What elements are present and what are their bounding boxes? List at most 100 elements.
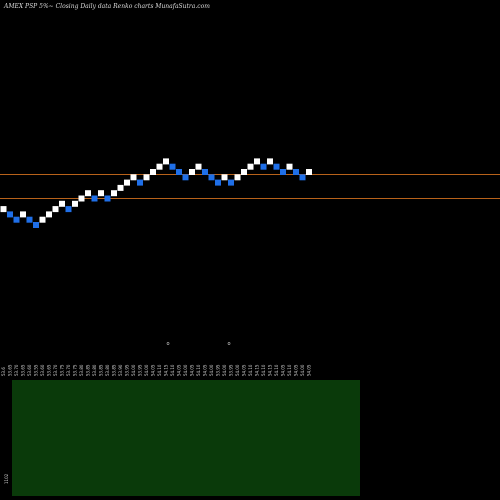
x-tick-label: 54.00 [222,364,227,376]
renko-brick-up [286,163,293,170]
renko-brick-down [169,163,176,170]
renko-brick-down [182,174,189,181]
x-tick-label: 54.10 [261,364,266,376]
x-tick-label: 54.00 [131,364,136,376]
renko-brick-up [78,195,85,202]
x-tick-label: 54.05 [177,364,182,376]
renko-brick-up [163,158,169,165]
renko-brick-up [189,169,195,175]
renko-brick-up [306,169,312,175]
x-tick-label: 54.10 [274,364,279,376]
renko-brick-up [39,216,46,223]
x-axis-tick-labels: 53.6 53.65 53.70 53.65 53.60 53.55 53.60 53.65 5… [1,364,312,376]
renko-brick-up [195,163,202,170]
x-tick-label: 54.00 [300,364,305,376]
x-tick-label: 54.10 [287,364,292,376]
renko-brick-down [260,163,267,170]
renko-brick-up [52,206,59,213]
renko-brick-down [7,211,13,218]
renko-brick-down [202,169,208,175]
renko-brick-up [111,190,117,197]
renko-brick-down [91,195,98,202]
x-tick-label: 54.15 [255,364,260,376]
renko-brick-up [143,174,150,181]
renko-brick-down [33,222,39,228]
renko-brick-up [254,158,260,165]
x-tick-label: 54.05 [294,364,299,376]
x-tick-label: 54.15 [164,364,169,376]
x-tick-label: 53.85 [112,364,117,376]
x-tick-label: 53.95 [216,364,221,376]
renko-brick-up [221,174,228,181]
x-tick-label: 53.80 [92,364,97,376]
renko-brick-down [208,174,215,181]
renko-brick-down [65,206,72,213]
renko-brick-up [247,163,254,170]
x-tick-label: 54.05 [151,364,156,376]
x-tick-label: 53.75 [73,364,78,376]
x-tick-label: 54.00 [183,364,188,376]
x-tick-label: 53.70 [66,364,71,376]
x-tick-label: 54.10 [157,364,162,376]
renko-brick-up [46,211,52,218]
x-tick-label: 53.6 [1,367,6,376]
x-tick-label: 54.05 [242,364,247,376]
renko-brick-up [20,211,26,218]
renko-brick-down [273,163,280,170]
renko-brick-down [215,179,221,186]
x-tick-label: 53.95 [138,364,143,376]
x-tick-label: 53.55 [34,364,39,376]
x-tick-label: 53.60 [40,364,45,376]
renko-brick-down [137,179,143,186]
x-tick-label: 54.10 [170,364,175,376]
renko-brick-down [13,216,20,223]
renko-brick-up [124,179,130,186]
chart-marker: o [166,341,169,347]
renko-brick-down [299,174,306,181]
x-tick-label: 53.70 [14,364,19,376]
volume-label: 1102 [4,473,9,484]
x-tick-label: 54.00 [235,364,240,376]
x-tick-label: 54.00 [209,364,214,376]
renko-brick-up [0,206,7,213]
chart-title: AMEX PSP 5%~ Closing Daily data Renko ch… [3,3,210,10]
x-tick-label: 53.65 [8,364,13,376]
renko-brick-up [72,200,78,207]
x-tick-label: 53.95 [125,364,130,376]
x-tick-label: 53.70 [53,364,58,376]
renko-brick-down [293,169,299,175]
x-tick-label: 54.00 [144,364,149,376]
renko-brick-up [267,158,273,165]
x-tick-label: 53.85 [99,364,104,376]
x-tick-label: 54.05 [281,364,286,376]
renko-brick-up [241,169,247,175]
x-tick-label: 54.05 [307,364,312,376]
chart-marker: o [227,341,230,347]
x-tick-label: 53.90 [118,364,123,376]
renko-bricks [0,158,312,228]
x-tick-label: 54.10 [248,364,253,376]
x-tick-label: 53.80 [79,364,84,376]
x-tick-label: 53.75 [60,364,65,376]
renko-brick-down [228,179,234,186]
x-tick-label: 53.60 [27,364,32,376]
renko-brick-up [150,169,156,175]
renko-brick-up [98,190,104,197]
renko-brick-down [176,169,182,175]
renko-brick-up [59,200,65,207]
x-tick-label: 54.05 [203,364,208,376]
x-tick-label: 53.65 [47,364,52,376]
x-tick-label: 54.15 [268,364,273,376]
x-tick-label: 53.80 [105,364,110,376]
renko-brick-up [85,190,91,197]
renko-brick-down [26,216,33,223]
renko-brick-down [104,195,111,202]
renko-brick-down [280,169,286,175]
x-tick-label: 54.10 [196,364,201,376]
x-tick-label: 53.85 [86,364,91,376]
x-tick-label: 53.65 [21,364,26,376]
x-tick-label: 54.05 [190,364,195,376]
renko-brick-up [117,184,124,191]
